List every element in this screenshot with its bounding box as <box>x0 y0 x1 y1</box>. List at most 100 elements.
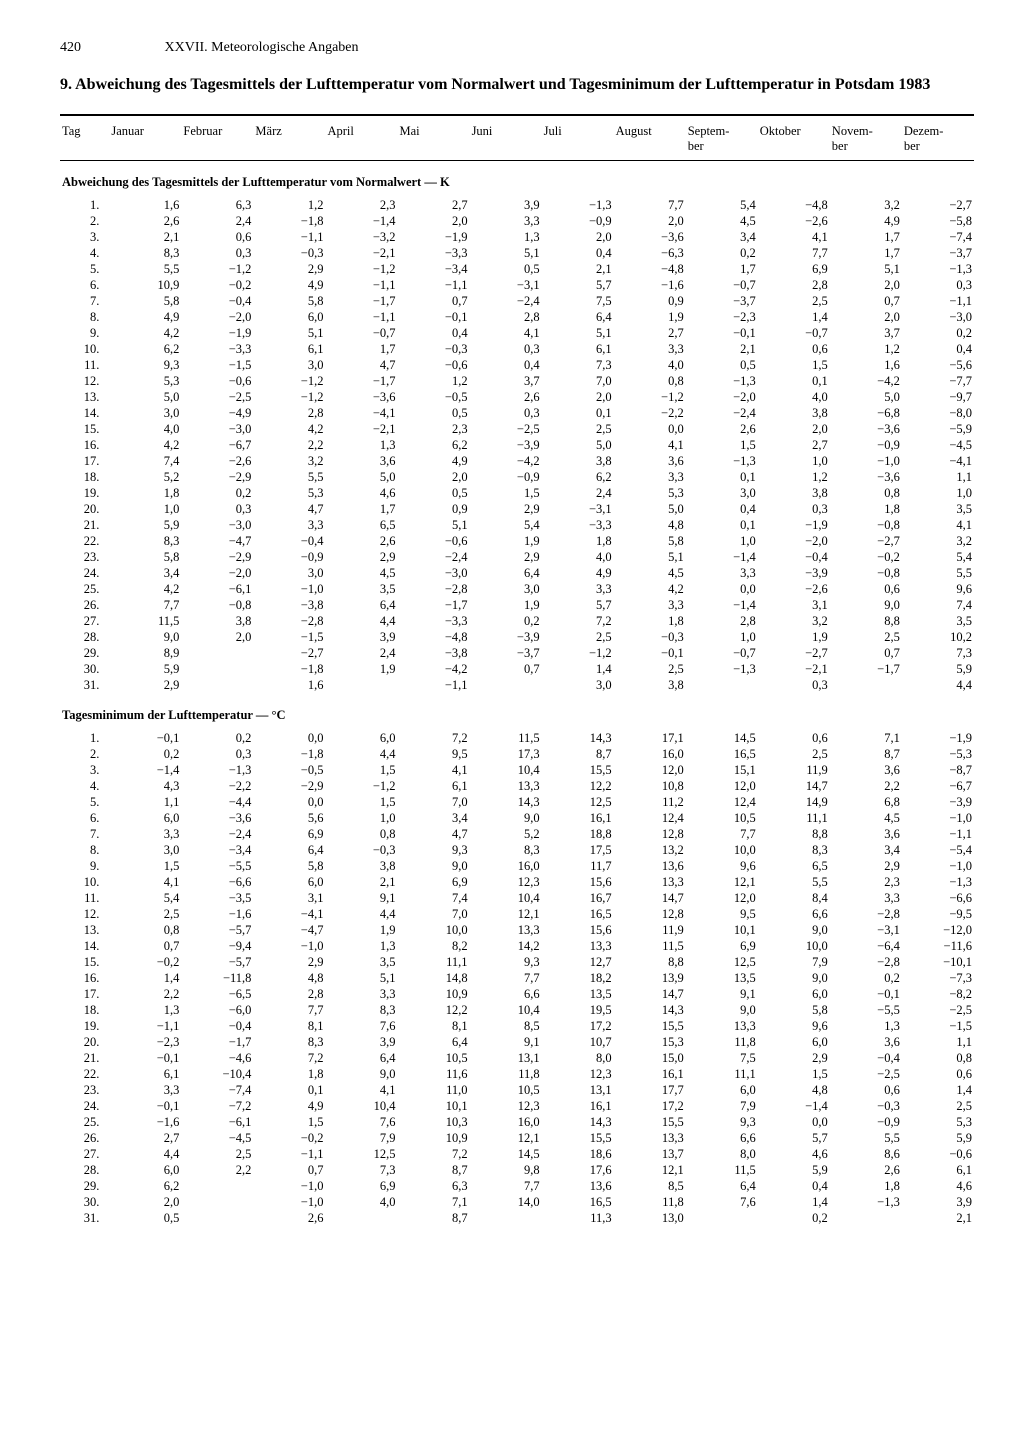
value-cell: 12,1 <box>470 1131 542 1147</box>
value-cell: 6,6 <box>686 1131 758 1147</box>
value-cell: 6,1 <box>398 779 470 795</box>
value-cell: 9,5 <box>686 907 758 923</box>
value-cell: 12,5 <box>686 955 758 971</box>
value-cell: 6,4 <box>542 310 614 326</box>
value-cell: 3,9 <box>325 630 397 646</box>
value-cell: 5,1 <box>253 326 325 342</box>
value-cell: −6,0 <box>181 1003 253 1019</box>
value-cell: 2,1 <box>686 342 758 358</box>
value-cell <box>181 662 253 678</box>
value-cell: 6,9 <box>325 1179 397 1195</box>
value-cell: 5,0 <box>614 502 686 518</box>
value-cell: 6,0 <box>109 811 181 827</box>
section-heading: Abweichung des Tagesmittels der Lufttemp… <box>60 160 974 198</box>
value-cell: 5,1 <box>614 550 686 566</box>
value-cell: 16,5 <box>686 747 758 763</box>
value-cell: 4,9 <box>398 454 470 470</box>
day-cell: 16. <box>60 971 109 987</box>
value-cell: 7,0 <box>398 795 470 811</box>
col-day: Tag <box>60 118 109 161</box>
table-row: 7.5,8−0,45,8−1,70,7−2,47,50,9−3,72,50,7−… <box>60 294 974 310</box>
value-cell: 4,2 <box>253 422 325 438</box>
value-cell: 2,0 <box>614 214 686 230</box>
value-cell: 14,0 <box>470 1195 542 1211</box>
day-cell: 4. <box>60 779 109 795</box>
value-cell: −2,0 <box>686 390 758 406</box>
table-head: TagJanuarFebruarMärzAprilMaiJuniJuliAugu… <box>60 115 974 161</box>
value-cell: 2,6 <box>686 422 758 438</box>
value-cell: −1,3 <box>686 662 758 678</box>
value-cell: −1,4 <box>686 550 758 566</box>
value-cell: 7,7 <box>470 1179 542 1195</box>
value-cell: −0,9 <box>542 214 614 230</box>
table-row: 1.1,66,31,22,32,73,9−1,37,75,4−4,83,2−2,… <box>60 198 974 214</box>
table-row: 30.2,0−1,04,07,114,016,511,87,61,4−1,33,… <box>60 1195 974 1211</box>
value-cell: 1,7 <box>325 502 397 518</box>
value-cell: 3,0 <box>253 358 325 374</box>
value-cell: 8,5 <box>614 1179 686 1195</box>
value-cell: 11,1 <box>398 955 470 971</box>
value-cell: −0,6 <box>181 374 253 390</box>
value-cell: 1,0 <box>325 811 397 827</box>
value-cell: 2,5 <box>542 630 614 646</box>
value-cell: 8,8 <box>614 955 686 971</box>
value-cell: −4,2 <box>398 662 470 678</box>
value-cell: −2,8 <box>398 582 470 598</box>
value-cell: −4,5 <box>181 1131 253 1147</box>
value-cell: 6,0 <box>253 875 325 891</box>
value-cell: 0,7 <box>109 939 181 955</box>
value-cell: 7,9 <box>325 1131 397 1147</box>
value-cell: −1,1 <box>398 678 470 694</box>
value-cell: 1,9 <box>325 923 397 939</box>
value-cell: −8,7 <box>902 763 974 779</box>
value-cell: −1,9 <box>181 326 253 342</box>
value-cell: 17,2 <box>542 1019 614 1035</box>
day-cell: 21. <box>60 1051 109 1067</box>
value-cell: 3,9 <box>902 1195 974 1211</box>
value-cell: −1,1 <box>902 827 974 843</box>
value-cell: 0,7 <box>253 1163 325 1179</box>
table-row: 15.4,0−3,04,2−2,12,3−2,52,50,02,62,0−3,6… <box>60 422 974 438</box>
value-cell: 6,4 <box>686 1179 758 1195</box>
value-cell: 1,5 <box>109 859 181 875</box>
value-cell: −1,7 <box>325 374 397 390</box>
col-month: April <box>325 118 397 161</box>
value-cell: 9,0 <box>758 923 830 939</box>
value-cell: −3,3 <box>181 342 253 358</box>
value-cell: 4,3 <box>109 779 181 795</box>
col-month: Oktober <box>758 118 830 161</box>
value-cell: −5,7 <box>181 923 253 939</box>
value-cell: 0,4 <box>398 326 470 342</box>
value-cell: −2,6 <box>181 454 253 470</box>
value-cell: 12,4 <box>614 811 686 827</box>
value-cell: 1,6 <box>830 358 902 374</box>
value-cell: −0,7 <box>686 278 758 294</box>
value-cell: 6,5 <box>325 518 397 534</box>
value-cell: 2,1 <box>325 875 397 891</box>
value-cell: 0,1 <box>542 406 614 422</box>
value-cell: 3,0 <box>109 406 181 422</box>
value-cell: 5,9 <box>902 662 974 678</box>
value-cell: 16,5 <box>542 1195 614 1211</box>
value-cell: −0,2 <box>830 550 902 566</box>
value-cell: −3,9 <box>470 438 542 454</box>
day-cell: 13. <box>60 390 109 406</box>
value-cell: 2,3 <box>398 422 470 438</box>
value-cell: 6,3 <box>398 1179 470 1195</box>
value-cell: 1,8 <box>830 1179 902 1195</box>
value-cell: 15,5 <box>614 1019 686 1035</box>
day-cell: 18. <box>60 1003 109 1019</box>
value-cell: 2,6 <box>470 390 542 406</box>
value-cell: −0,7 <box>758 326 830 342</box>
value-cell: −6,5 <box>181 987 253 1003</box>
value-cell: 3,8 <box>542 454 614 470</box>
value-cell: 5,1 <box>325 971 397 987</box>
value-cell: 4,2 <box>109 582 181 598</box>
table-row: 16.4,2−6,72,21,36,2−3,95,04,11,52,7−0,9−… <box>60 438 974 454</box>
value-cell: 4,9 <box>253 278 325 294</box>
value-cell: −1,2 <box>325 262 397 278</box>
value-cell: 16,1 <box>614 1067 686 1083</box>
value-cell: 17,2 <box>614 1099 686 1115</box>
value-cell: 17,5 <box>542 843 614 859</box>
value-cell: 5,9 <box>758 1163 830 1179</box>
